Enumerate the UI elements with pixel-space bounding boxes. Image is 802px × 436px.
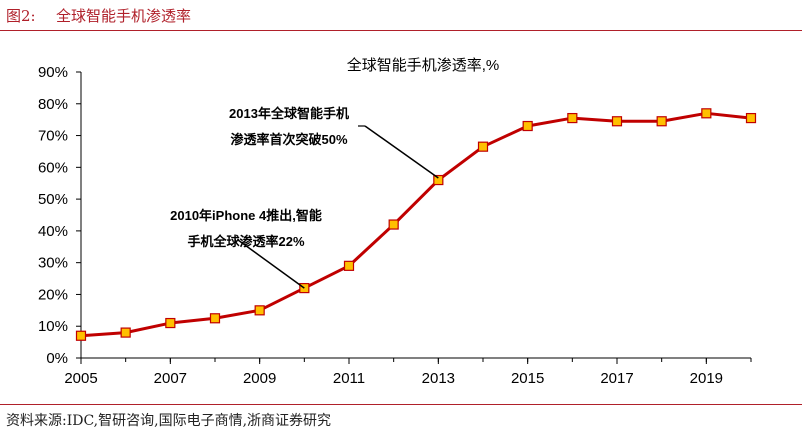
x-tick-label: 2009 [243, 370, 276, 387]
data-point [388, 219, 399, 230]
annotation-arrow [237, 239, 305, 289]
y-tick-label: 10% [38, 318, 68, 335]
y-tick-label: 40% [38, 223, 68, 240]
x-tick-label: 2017 [600, 370, 633, 387]
annotation-text: 渗透率首次突破50% [230, 132, 347, 147]
data-point [477, 141, 489, 152]
data-point [75, 330, 87, 341]
y-tick-label: 30% [38, 255, 68, 272]
x-tick-label: 2019 [690, 370, 723, 387]
y-tick-label: 0% [46, 350, 68, 367]
data-point [254, 305, 265, 316]
y-tick-label: 50% [38, 191, 68, 208]
x-tick-label: 2007 [154, 370, 187, 387]
annotation-text: 2010年iPhone 4推出,智能 [170, 208, 322, 223]
figure-header: 图2: 全球智能手机渗透率 [0, 0, 802, 32]
x-tick-label: 2013 [422, 370, 455, 387]
data-point [745, 112, 757, 124]
header-rule [0, 30, 802, 31]
x-tick-label: 2011 [333, 370, 365, 387]
data-point [701, 108, 712, 119]
figure-title: 全球智能手机渗透率 [56, 7, 192, 25]
data-point [611, 116, 623, 127]
data-point [567, 112, 578, 124]
data-point [522, 120, 533, 132]
annotation-arrow [364, 125, 439, 179]
y-tick-label: 60% [38, 159, 68, 176]
y-tick-label: 20% [38, 286, 68, 303]
series-line [80, 111, 752, 338]
annotation-text: 手机全球渗透率22% [187, 234, 304, 249]
x-tick-label: 2005 [64, 370, 97, 387]
data-point [165, 317, 176, 329]
footer-rule [0, 404, 802, 405]
y-tick-label: 80% [38, 96, 68, 113]
data-point [656, 116, 667, 127]
data-point [343, 260, 355, 271]
data-point [120, 327, 131, 338]
data-point [433, 174, 444, 186]
annotation-text: 2013年全球智能手机 [229, 106, 349, 121]
chart-title: 全球智能手机渗透率,% [347, 56, 500, 74]
y-tick-label: 70% [38, 128, 68, 145]
x-tick-label: 2015 [511, 370, 544, 387]
axes: 0% 10% 20% 30% 40% 50% 60% 70% 80% 90% 2005 2007 200… [38, 64, 752, 387]
line-chart: 全球智能手机渗透率,% 0% 10% 20% 30% 40% 50% 60% 70% 80% 90… [38, 56, 757, 387]
y-tick-label: 90% [38, 64, 68, 81]
figure-label: 图2: [6, 7, 36, 25]
source-note: 资料来源:IDC,智研咨询,国际电子商情,浙商证券研究 [6, 413, 332, 429]
series-layer [75, 108, 757, 341]
data-point [209, 313, 221, 324]
